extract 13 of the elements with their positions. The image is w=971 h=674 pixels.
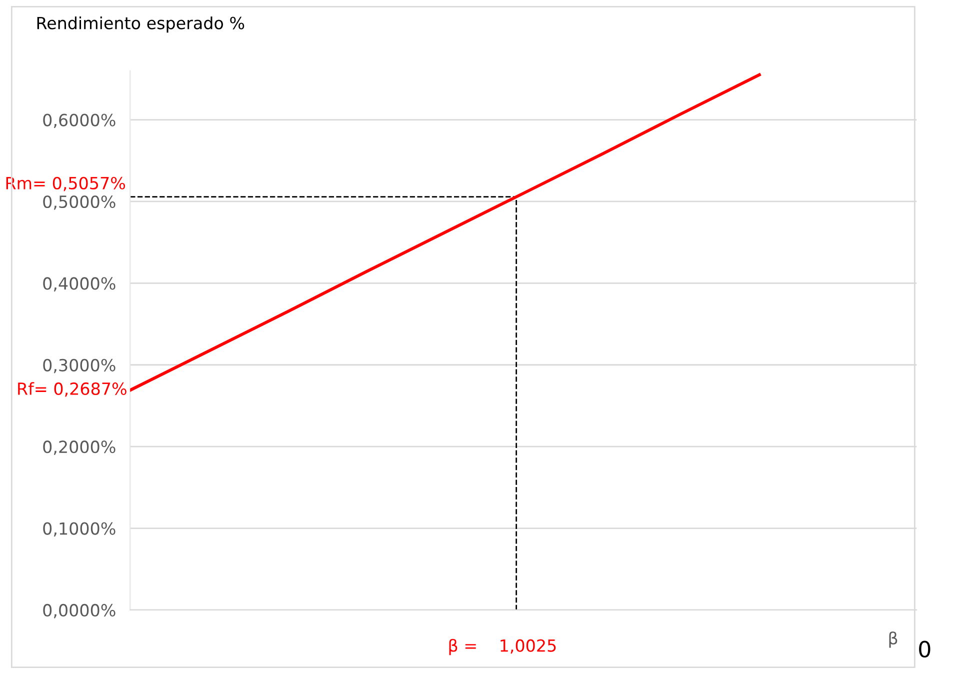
y-tick-label: 0,1000% xyxy=(43,522,116,537)
y-tick-label: 0,6000% xyxy=(43,114,116,128)
y-tick-label: 0,5000% xyxy=(43,195,116,210)
chart-title: Rendimiento esperado % xyxy=(37,16,244,33)
y-tick-label: 0,2000% xyxy=(43,440,116,455)
y-tick-label: 0,3000% xyxy=(43,358,116,374)
ref-line-label: Rm= 0,5057% xyxy=(6,176,126,192)
text: Rf= 0,2687% xyxy=(18,382,126,397)
y-tick-label: 0,0000% xyxy=(43,604,116,618)
text: 0 xyxy=(919,640,930,658)
text: β = 1,0025 xyxy=(449,638,556,656)
x-axis-title: β xyxy=(889,632,898,648)
y-tick-label: 0,4000% xyxy=(43,277,116,292)
